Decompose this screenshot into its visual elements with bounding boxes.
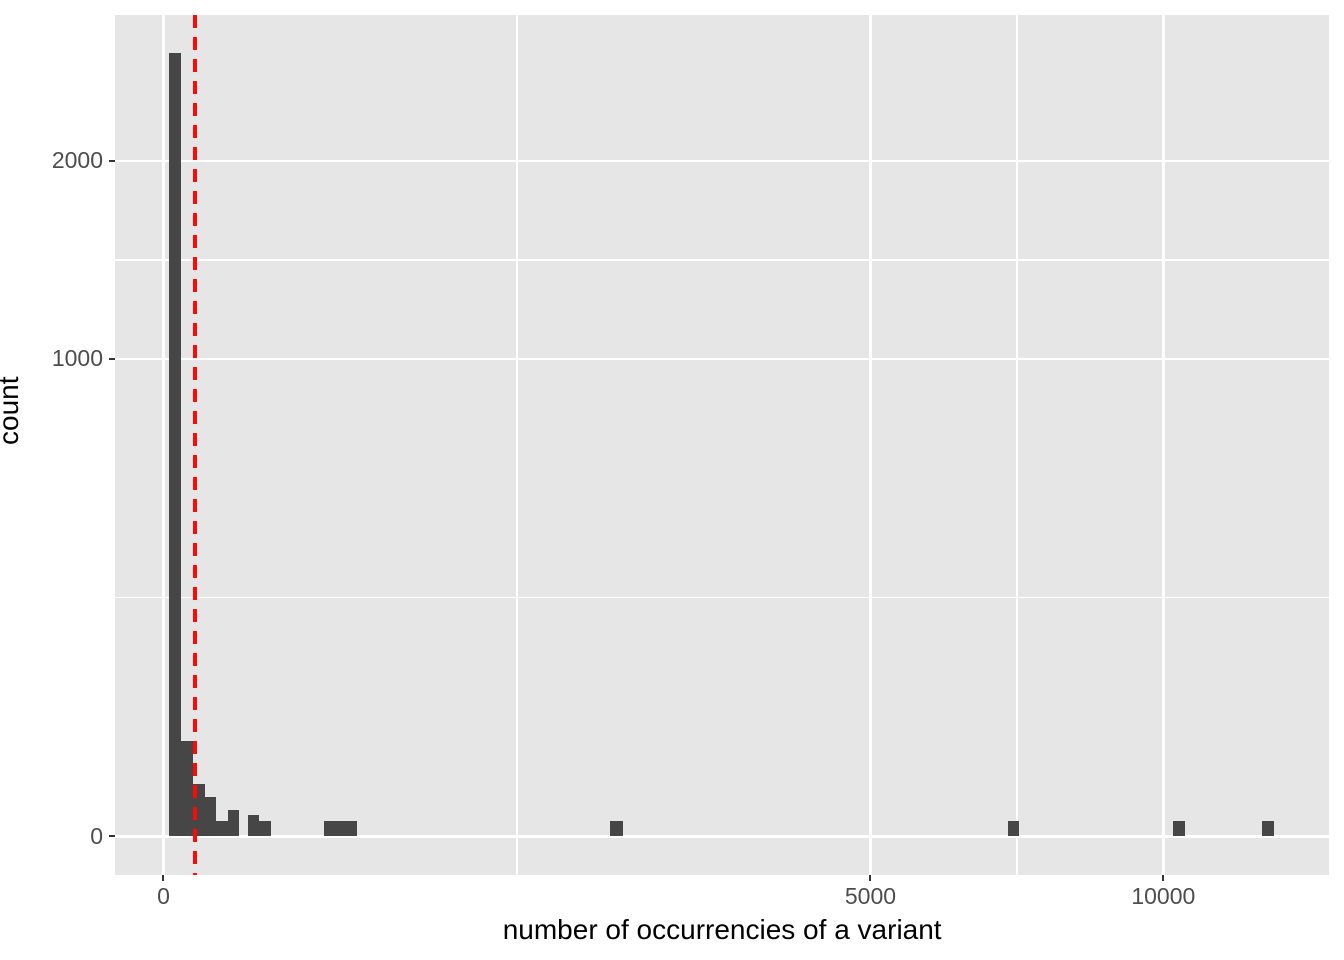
gridline-minor-x bbox=[516, 14, 518, 875]
y-tick-mark bbox=[109, 835, 115, 838]
gridline-major-y bbox=[115, 357, 1330, 361]
y-tick-mark bbox=[109, 357, 115, 360]
histogram-bar bbox=[1173, 821, 1186, 837]
x-tick-label: 10000 bbox=[1131, 883, 1196, 909]
y-tick-label: 2000 bbox=[51, 147, 103, 174]
y-tick-label: 0 bbox=[90, 822, 103, 849]
x-tick-mark bbox=[1162, 875, 1165, 881]
threshold-vline bbox=[193, 14, 198, 875]
histogram-bar bbox=[181, 740, 193, 837]
histogram-bar bbox=[247, 815, 260, 837]
y-axis-title: count bbox=[0, 376, 24, 446]
histogram-bar bbox=[609, 821, 623, 837]
x-tick-label: 0 bbox=[157, 883, 170, 909]
histogram-bar bbox=[216, 821, 228, 837]
y-tick-label: 1000 bbox=[51, 345, 103, 372]
x-tick-mark bbox=[869, 875, 872, 881]
y-tick-mark bbox=[109, 159, 115, 162]
gridline-major-y bbox=[115, 835, 1330, 838]
gridline-minor-y bbox=[115, 596, 1330, 599]
histogram-bar bbox=[259, 821, 272, 837]
histogram-bar bbox=[204, 796, 217, 837]
gridline-major-x bbox=[1162, 14, 1165, 875]
x-tick-label: 5000 bbox=[844, 883, 897, 909]
histogram-bar bbox=[192, 784, 205, 837]
x-tick-mark bbox=[162, 875, 165, 881]
histogram-bar bbox=[1007, 821, 1020, 837]
gridline-minor-x bbox=[1016, 14, 1018, 875]
histogram-bar bbox=[227, 810, 240, 837]
plot-panel bbox=[115, 14, 1330, 875]
gridline-minor-y bbox=[115, 259, 1330, 261]
gridline-major-x bbox=[869, 14, 872, 875]
gridline-major-y bbox=[115, 159, 1330, 163]
histogram-bar bbox=[324, 821, 358, 837]
x-axis-title: number of occurrencies of a variant bbox=[502, 914, 942, 945]
histogram-bar bbox=[169, 53, 182, 837]
histogram-bar bbox=[1261, 821, 1274, 837]
gridline-major-x bbox=[162, 14, 165, 875]
